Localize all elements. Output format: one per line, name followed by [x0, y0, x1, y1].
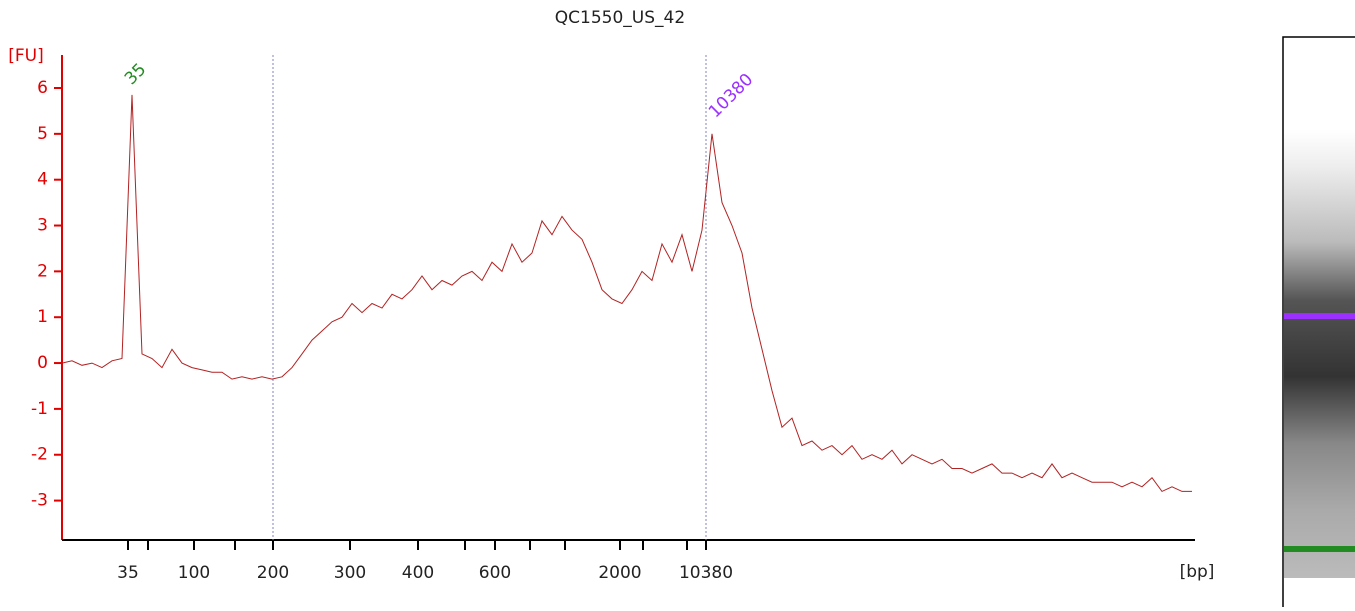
y-axis-label: [FU] — [8, 46, 44, 66]
gel-smear — [1284, 130, 1355, 578]
x-tick-label: 10380 — [679, 563, 733, 583]
gel-upper-marker — [1284, 313, 1355, 319]
y-tick-label: 6 — [37, 78, 48, 98]
x-tick-label: 2000 — [598, 563, 641, 583]
x-tick-label: 200 — [257, 563, 289, 583]
y-tick-label: -2 — [31, 445, 48, 465]
chart-title: QC1550_US_42 — [555, 8, 685, 28]
x-tick-label: 400 — [402, 563, 434, 583]
x-tick-label: 35 — [117, 563, 139, 583]
y-tick-label: 5 — [37, 124, 48, 144]
y-tick-label: 3 — [37, 216, 48, 236]
y-tick-label: -3 — [31, 491, 48, 511]
x-tick-label: 600 — [479, 563, 511, 583]
trace — [61, 94, 1192, 493]
x-axis-label: [bp] — [1180, 562, 1215, 582]
y-tick-label: -1 — [31, 399, 48, 419]
y-tick-label: 0 — [37, 353, 48, 373]
peak-label: 10380 — [705, 70, 757, 122]
peak-label: 35 — [121, 60, 150, 89]
gel-lane — [1282, 36, 1355, 611]
x-tick-label: 100 — [178, 563, 210, 583]
gel-lower-marker — [1284, 546, 1355, 552]
x-tick-label: 300 — [334, 563, 366, 583]
y-tick-label: 4 — [37, 170, 48, 190]
y-tick-label: 2 — [37, 261, 48, 281]
y-tick-label: 1 — [37, 307, 48, 327]
